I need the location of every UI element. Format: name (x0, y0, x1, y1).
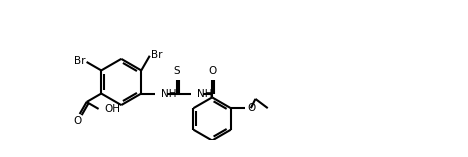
Text: Br: Br (73, 56, 85, 66)
Text: O: O (248, 103, 256, 113)
Text: OH: OH (105, 104, 121, 114)
Text: Br: Br (151, 50, 163, 60)
Text: NH: NH (161, 89, 177, 99)
Text: O: O (73, 116, 81, 126)
Text: S: S (173, 66, 180, 76)
Text: O: O (209, 66, 217, 76)
Text: NH: NH (197, 89, 212, 99)
